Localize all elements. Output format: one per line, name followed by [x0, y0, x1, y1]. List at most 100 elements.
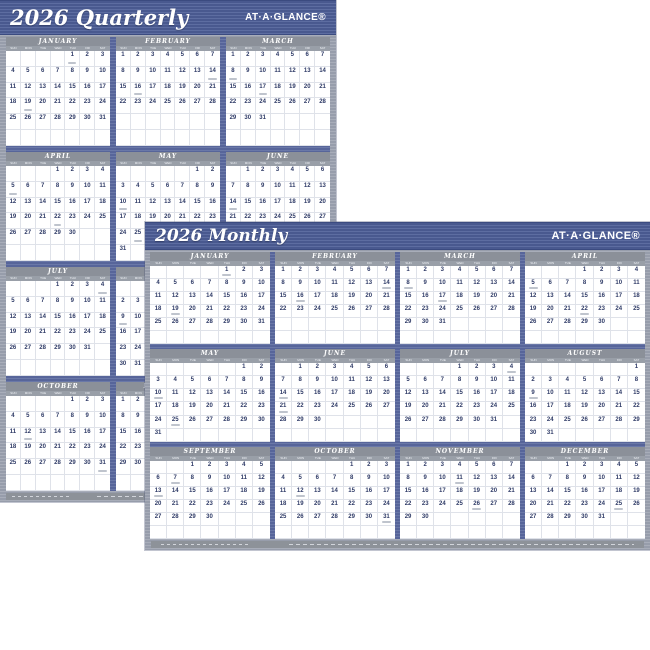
- date-cell: 24: [434, 499, 452, 513]
- date-cell: 4: [343, 363, 361, 377]
- date-cell: 10: [95, 412, 110, 428]
- weekday-label: FRI: [195, 161, 201, 165]
- empty-cell: [130, 281, 146, 297]
- date-cell: 17: [377, 487, 395, 500]
- date-cell: 25: [451, 499, 469, 513]
- date-cell: 17: [95, 428, 110, 444]
- date-cell: 22: [218, 305, 236, 319]
- weekday-label: SAT: [209, 46, 216, 50]
- empty-cell: [377, 429, 395, 442]
- empty-cell: [226, 166, 241, 182]
- date-cell: 18: [95, 313, 110, 329]
- month-name-header: JULY: [6, 267, 110, 276]
- date-cell: 14: [205, 67, 220, 83]
- empty-cell: [80, 360, 96, 376]
- empty-cell: [201, 331, 219, 345]
- weekday-label: MON: [547, 261, 555, 265]
- date-cell: 26: [576, 415, 594, 429]
- date-cell: 1: [400, 266, 418, 280]
- date-cell: 6: [417, 376, 435, 390]
- date-cell: 7: [610, 376, 628, 390]
- date-cell: 23: [235, 305, 253, 319]
- date-cell: 27: [309, 512, 327, 526]
- date-cell: 14: [542, 486, 560, 500]
- weekday-label: FRI: [85, 161, 91, 165]
- date-cell: 21: [502, 292, 520, 306]
- date-cell: 26: [167, 318, 185, 332]
- empty-cell: [377, 416, 395, 429]
- date-cell: 16: [292, 292, 310, 306]
- date-cell: 24: [610, 305, 628, 319]
- date-cell: 11: [343, 376, 361, 390]
- date-cell: 2: [417, 266, 435, 280]
- date-cell: 21: [201, 305, 219, 319]
- date-cell: 5: [468, 460, 486, 474]
- weekday-label: THU: [224, 358, 231, 363]
- weekday-label: WED: [331, 261, 339, 265]
- date-cell: 27: [35, 114, 51, 131]
- date-cell: 31: [95, 114, 110, 131]
- date-cell: 20: [417, 402, 435, 416]
- date-cell: 18: [150, 305, 168, 319]
- date-cell: 8: [226, 66, 241, 83]
- date-cell: 22: [576, 305, 594, 319]
- date-cell: 17: [255, 82, 271, 99]
- weekday-label: TUE: [314, 455, 321, 460]
- holiday-note-mark: [295, 300, 305, 303]
- date-cell: 10: [326, 376, 344, 390]
- empty-cell: [50, 396, 66, 412]
- empty-cell: [525, 363, 543, 377]
- month-name-header: MARCH: [226, 37, 330, 46]
- date-cell: 19: [300, 197, 316, 214]
- empty-cell: [50, 51, 66, 67]
- date-cell: 23: [201, 499, 219, 513]
- date-cell: 5: [175, 51, 191, 67]
- empty-cell: [35, 396, 51, 412]
- date-cell: 25: [95, 328, 110, 345]
- date-cell: 18: [167, 402, 185, 416]
- date-cell: 14: [502, 279, 520, 293]
- weekday-label: WED: [331, 358, 339, 363]
- date-cell: 22: [50, 328, 66, 345]
- holiday-note-mark: [9, 192, 17, 195]
- weekday-label: MON: [297, 358, 305, 363]
- date-cell: 14: [201, 292, 219, 306]
- date-cell: 9: [292, 279, 310, 293]
- date-cell: 13: [315, 182, 330, 198]
- month-panel-january: JANUARY SUN MON TUE WED THU FRI SAT 1 2 3 4 5 6 7 8 9 10 1…: [6, 37, 110, 146]
- date-cell: 21: [542, 499, 560, 513]
- date-cell: 17: [485, 389, 503, 403]
- date-cell: 3: [130, 296, 146, 313]
- date-cell: 2: [240, 51, 256, 67]
- date-cell: 18: [451, 292, 469, 306]
- date-cell: 9: [360, 473, 378, 487]
- date-cell: 16: [65, 197, 81, 214]
- empty-cell: [309, 318, 327, 332]
- date-cell: 2: [116, 296, 131, 313]
- date-cell: 29: [184, 512, 202, 526]
- date-cell: 26: [400, 415, 418, 429]
- month-panel-october: OCTOBER SUN MON TUE WED THU FRI SAT 1 2 3 4 5 6 7 8 9 10 1…: [275, 446, 395, 539]
- date-cell: 26: [343, 305, 361, 319]
- weekday-row: SUN MON TUE WED THU FRI SAT: [150, 261, 270, 266]
- weekday-label: SAT: [209, 161, 216, 165]
- date-cell: 31: [252, 318, 270, 332]
- date-cell: 10: [95, 67, 110, 83]
- weekday-label: THU: [349, 261, 356, 265]
- date-cell: 20: [485, 486, 503, 500]
- empty-cell: [235, 428, 253, 442]
- date-cell: 22: [184, 499, 202, 513]
- empty-cell: [292, 525, 310, 539]
- empty-cell: [485, 318, 503, 332]
- date-cell: 8: [627, 376, 645, 390]
- date-cell: 3: [434, 460, 452, 474]
- date-cell: 10: [593, 473, 611, 487]
- date-cell: 16: [525, 402, 543, 416]
- empty-cell: [184, 428, 202, 442]
- empty-cell: [116, 281, 131, 297]
- date-cell: 15: [275, 292, 293, 306]
- empty-cell: [20, 51, 36, 67]
- weekday-label: MON: [297, 455, 305, 460]
